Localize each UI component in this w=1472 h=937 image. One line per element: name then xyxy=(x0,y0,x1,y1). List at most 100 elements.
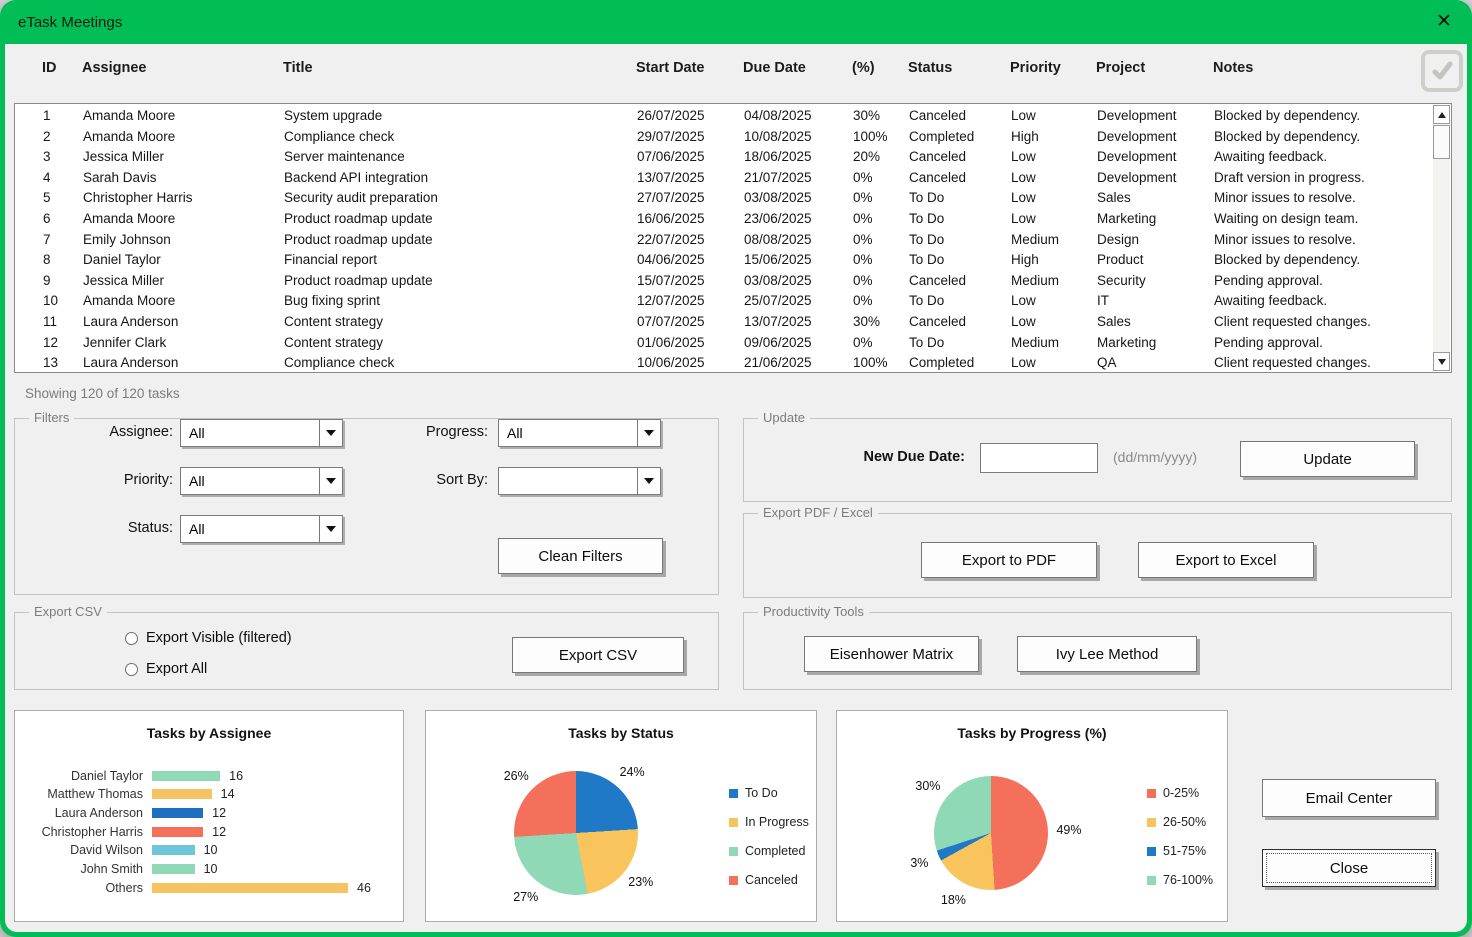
table-row[interactable]: 8 Daniel Taylor Financial report 04/06/2025… xyxy=(15,250,1433,271)
export-to-pdf-button[interactable]: Export to PDF xyxy=(921,542,1097,578)
export-all-radio-label: Export All xyxy=(146,661,208,677)
legend-item: 51-75% xyxy=(1147,844,1213,858)
pie-percent-label: 26% xyxy=(503,768,529,783)
table-cell: 15/06/2025 xyxy=(744,252,812,268)
table-cell: 18/06/2025 xyxy=(744,149,812,165)
table-cell: 100% xyxy=(853,355,888,371)
bar-row: David Wilson 10 xyxy=(29,841,217,860)
export-visible-radio-label: Export Visible (filtered) xyxy=(146,630,292,646)
table-cell: 03/08/2025 xyxy=(744,190,812,206)
export-visible-radio[interactable]: Export Visible (filtered) xyxy=(125,630,292,646)
table-row[interactable]: 9 Jessica Miller Product roadmap update 15/… xyxy=(15,271,1433,292)
scrollbar-thumb[interactable] xyxy=(1433,125,1450,159)
table-row[interactable]: 4 Sarah Davis Backend API integration 13/07… xyxy=(15,168,1433,189)
export-csv-group: Export CSV xyxy=(14,604,719,690)
new-due-date-input[interactable] xyxy=(980,443,1098,473)
scroll-up-button[interactable] xyxy=(1433,105,1450,124)
table-cell: 10 xyxy=(43,293,59,309)
progress-filter-value: All xyxy=(507,425,523,441)
assignee-filter-dropdown[interactable]: All xyxy=(180,419,343,447)
close-button[interactable]: Close xyxy=(1262,849,1436,887)
table-cell: 13 xyxy=(43,355,59,371)
table-cell: Amanda Moore xyxy=(83,210,176,226)
status-pie xyxy=(514,771,638,895)
radio-circle-icon[interactable] xyxy=(125,662,138,676)
table-row[interactable]: 11 Laura Anderson Content strategy 07/07/20… xyxy=(15,312,1433,333)
progress-legend: 0-25% 26-50% 51-75% 76-100% xyxy=(1147,786,1213,887)
legend-label: 76-100% xyxy=(1163,873,1214,887)
table-row[interactable]: 6 Amanda Moore Product roadmap update 16/06… xyxy=(15,209,1433,230)
export-pdf-excel-group: Export PDF / Excel xyxy=(743,505,1452,598)
chevron-down-icon[interactable] xyxy=(319,516,342,542)
table-row[interactable]: 12 Jennifer Clark Content strategy 01/06/20… xyxy=(15,333,1433,354)
chevron-down-icon[interactable] xyxy=(637,468,660,494)
table-cell: Medium xyxy=(1011,272,1060,288)
update-button[interactable]: Update xyxy=(1240,441,1415,477)
update-legend: Update xyxy=(758,410,810,425)
table-row[interactable]: 1 Amanda Moore System upgrade 26/07/2025 04/… xyxy=(15,106,1433,127)
date-format-hint: (dd/mm/yyyy) xyxy=(1113,449,1197,465)
legend-swatch-icon xyxy=(1147,875,1156,885)
table-cell: Jessica Miller xyxy=(83,149,165,165)
table-cell: 6 xyxy=(43,210,51,226)
export-to-excel-button[interactable]: Export to Excel xyxy=(1138,542,1314,578)
table-row[interactable]: 5 Christopher Harris Security audit prepar… xyxy=(15,188,1433,209)
close-window-icon[interactable]: ✕ xyxy=(1436,11,1452,32)
chevron-down-icon[interactable] xyxy=(637,420,660,446)
ivy-lee-method-button[interactable]: Ivy Lee Method xyxy=(1017,636,1197,672)
table-cell: Minor issues to resolve. xyxy=(1214,190,1356,206)
eisenhower-matrix-button[interactable]: Eisenhower Matrix xyxy=(804,636,979,672)
table-cell: Development xyxy=(1097,149,1177,165)
task-list[interactable]: 1 Amanda Moore System upgrade 26/07/2025 04/… xyxy=(14,103,1452,373)
table-cell: Medium xyxy=(1011,231,1060,247)
table-cell: 16/06/2025 xyxy=(637,210,705,226)
column-header: Priority xyxy=(1010,60,1061,76)
progress-filter-dropdown[interactable]: All xyxy=(498,419,661,447)
table-row[interactable]: 2 Amanda Moore Compliance check 29/07/2025 1… xyxy=(15,127,1433,148)
clean-filters-button[interactable]: Clean Filters xyxy=(498,538,663,574)
table-cell: 10/08/2025 xyxy=(744,128,812,144)
productivity-tools-legend: Productivity Tools xyxy=(758,604,869,619)
table-cell: Sarah Davis xyxy=(83,169,157,185)
table-cell: Canceled xyxy=(909,313,967,329)
status-filter-dropdown[interactable]: All xyxy=(180,515,343,543)
table-cell: Low xyxy=(1011,149,1036,165)
table-cell: 30% xyxy=(853,108,881,123)
column-header: Notes xyxy=(1213,60,1254,76)
radio-circle-icon[interactable] xyxy=(125,631,138,645)
bar-row: Christopher Harris 12 xyxy=(29,822,226,841)
legend-swatch-icon xyxy=(729,788,738,798)
scroll-down-button[interactable] xyxy=(1433,352,1450,371)
table-cell: Low xyxy=(1011,169,1036,185)
productivity-tools-group: Productivity Tools xyxy=(743,604,1452,690)
legend-swatch-icon xyxy=(1147,788,1156,798)
table-cell: 0% xyxy=(853,169,873,185)
table-cell: 07/07/2025 xyxy=(637,313,705,329)
table-row[interactable]: 13 Laura Anderson Compliance check 10/06/20… xyxy=(15,353,1433,374)
export-all-radio[interactable]: Export All xyxy=(125,661,207,677)
sortby-filter-dropdown[interactable] xyxy=(498,467,661,495)
vertical-scrollbar[interactable] xyxy=(1433,105,1450,371)
bar-category-label: John Smith xyxy=(80,862,143,876)
task-rows: 1 Amanda Moore System upgrade 26/07/2025 04/… xyxy=(15,106,1433,374)
table-row[interactable]: 10 Amanda Moore Bug fixing sprint 12/07/202… xyxy=(15,291,1433,312)
table-cell: Product roadmap update xyxy=(284,272,433,288)
bar-row: Laura Anderson 12 xyxy=(29,803,226,822)
table-row[interactable]: 3 Jessica Miller Server maintenance 07/06/2… xyxy=(15,147,1433,168)
chevron-down-icon[interactable] xyxy=(319,420,342,446)
bar-value-label: 14 xyxy=(220,787,235,802)
legend-label: To Do xyxy=(745,786,778,800)
export-csv-button[interactable]: Export CSV xyxy=(512,637,684,673)
table-cell: Daniel Taylor xyxy=(83,252,161,268)
table-cell: 23/06/2025 xyxy=(744,210,812,226)
status-legend: To Do In Progress Completed Canceled xyxy=(729,786,809,887)
bar-category-label: Matthew Thomas xyxy=(47,787,143,802)
table-cell: 2 xyxy=(43,128,51,144)
table-row[interactable]: 7 Emily Johnson Product roadmap update 22/0… xyxy=(15,230,1433,251)
table-cell: 8 xyxy=(43,252,51,268)
chevron-down-icon[interactable] xyxy=(319,468,342,494)
email-center-button[interactable]: Email Center xyxy=(1262,779,1436,817)
priority-filter-dropdown[interactable]: All xyxy=(180,467,343,495)
table-cell: 0% xyxy=(853,231,873,247)
